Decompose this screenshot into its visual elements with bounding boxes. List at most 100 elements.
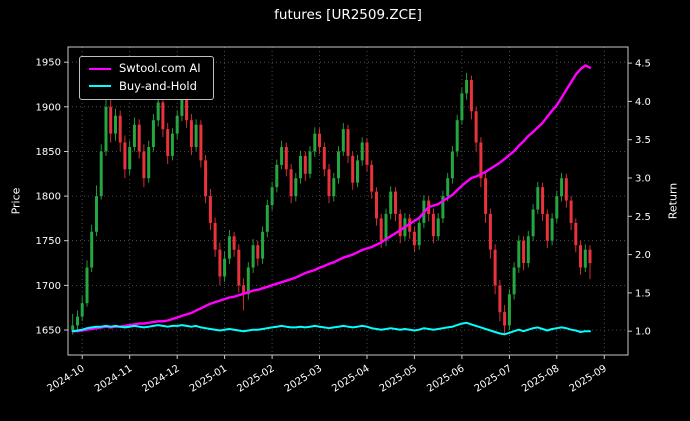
candle-body [71, 325, 75, 330]
candle-body [341, 129, 345, 152]
candle-body [194, 124, 198, 147]
candle-body [284, 147, 288, 170]
candlestick-series [71, 72, 592, 336]
candle-body [166, 129, 170, 156]
candle-body [199, 124, 203, 161]
price-tick-label: 1850 [36, 147, 61, 158]
candle-body [137, 124, 141, 152]
candle-body [360, 142, 364, 161]
ai-return-line [71, 64, 592, 333]
candle-body [583, 249, 587, 268]
legend-label-bh: Buy-and-Hold [119, 78, 197, 93]
legend-label-ai: Swtool.com AI [119, 61, 201, 75]
candle-body [303, 155, 307, 174]
candle-body [526, 236, 530, 264]
candle-body [441, 196, 445, 219]
candle-body [332, 178, 336, 197]
price-tick-label: 1700 [36, 281, 61, 292]
candle-body [322, 147, 326, 170]
candle-body [99, 151, 103, 197]
candle-body [412, 231, 416, 246]
candle-body [294, 178, 298, 197]
candle-body [227, 236, 231, 259]
candle-body [436, 218, 440, 237]
candle-body [560, 178, 564, 197]
candle-body [308, 151, 312, 174]
candle-body [175, 115, 179, 134]
candle-body [469, 80, 473, 112]
candle-body [76, 316, 79, 326]
candle-body [289, 169, 293, 197]
candle-body [488, 213, 492, 250]
candle-body [474, 111, 478, 143]
plot-border [67, 46, 629, 356]
return-tick-label: 3.0 [635, 174, 651, 185]
ai-line-swatch [89, 67, 111, 70]
candle-body [498, 285, 502, 313]
date-tick-label: 2025-03 [283, 363, 324, 394]
candle-body [574, 222, 578, 246]
return-tick-label: 3.5 [635, 135, 651, 146]
candle-body [185, 97, 189, 121]
chart-title: futures [UR2509.ZCE] [274, 7, 422, 23]
price-tick-label: 1900 [36, 102, 61, 113]
candle-body [384, 213, 388, 241]
candle-body [104, 106, 108, 152]
candle-body [555, 196, 559, 219]
candle-body [375, 191, 378, 219]
candle-body [313, 133, 317, 152]
candle-body [431, 213, 435, 237]
candle-body [318, 133, 321, 147]
candle-body [579, 245, 582, 268]
candle-body [109, 106, 113, 134]
legend-item-ai: Swtool.com AI [89, 61, 201, 75]
return-tick-label: 1.0 [635, 327, 651, 338]
candle-body [370, 164, 374, 192]
candle-body [151, 120, 155, 147]
candle-body [365, 142, 369, 165]
candle-body [479, 142, 483, 179]
price-tick-label: 1650 [36, 326, 61, 337]
date-tick-label: 2025-04 [330, 363, 371, 394]
candle-body [398, 213, 402, 237]
date-tick-label: 2025-01 [188, 363, 229, 394]
candle-body [156, 102, 160, 121]
candle-body [170, 133, 174, 156]
candle-body [531, 209, 535, 237]
candle-body [588, 249, 592, 264]
candle-body [275, 164, 279, 188]
candle-body [541, 187, 545, 214]
candle-body [246, 267, 250, 295]
candle-body [536, 187, 540, 210]
candle-body [512, 267, 516, 295]
date-tick-label: 2024-12 [141, 363, 182, 394]
candle-body [208, 196, 212, 223]
candle-body [237, 249, 241, 286]
candle-body [90, 231, 94, 268]
candle-body [114, 115, 117, 134]
candle-body [128, 147, 132, 170]
candle-body [299, 155, 302, 179]
price-tick-label: 1800 [36, 192, 61, 203]
candle-body [465, 80, 469, 94]
candle-body [417, 222, 421, 246]
candle-body [85, 267, 89, 304]
candle-body [545, 213, 549, 241]
candle-body [327, 169, 331, 197]
candle-body [564, 178, 568, 201]
date-tick-label: 2025-09 [568, 363, 609, 394]
candle-body [80, 303, 84, 317]
candle-body [142, 151, 146, 179]
legend-item-bh: Buy-and-Hold [89, 78, 201, 93]
date-tick-label: 2025-05 [378, 363, 419, 394]
candle-body [132, 124, 136, 147]
candle-body [189, 120, 193, 147]
candle-body [337, 151, 340, 179]
candle-body [450, 151, 454, 179]
candle-body [223, 258, 227, 277]
candle-body [95, 196, 98, 232]
candle-body [161, 102, 165, 130]
candle-body [569, 200, 573, 223]
candle-body [394, 191, 397, 214]
candle-body [242, 285, 246, 295]
